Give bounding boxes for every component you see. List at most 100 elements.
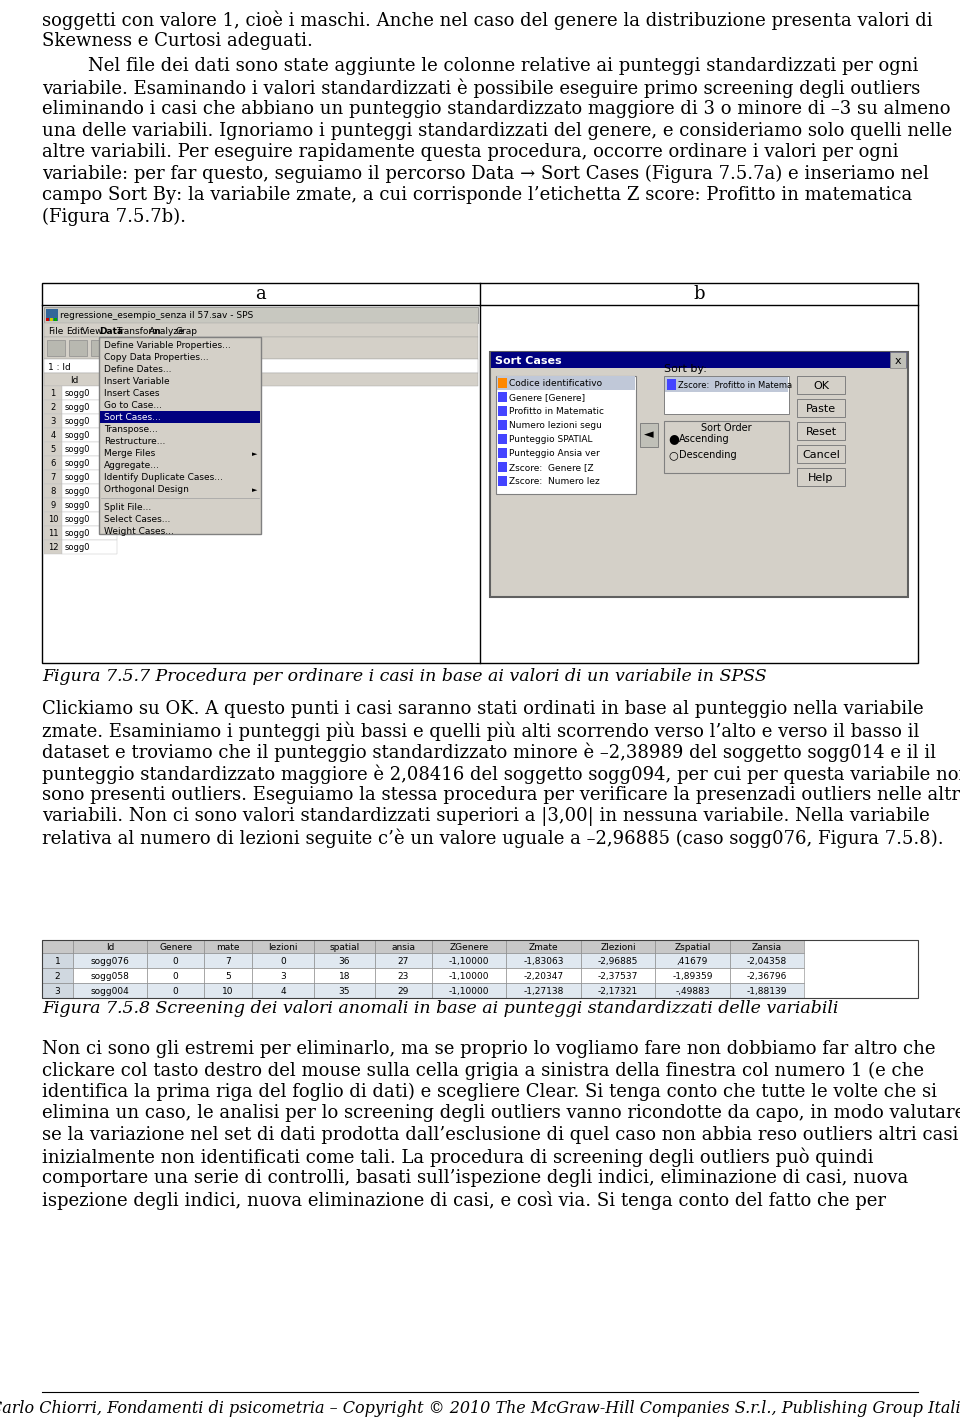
Text: Analyze: Analyze <box>149 327 184 335</box>
Bar <box>62 442 117 456</box>
Bar <box>314 983 374 998</box>
Text: Help: Help <box>808 473 833 483</box>
Bar <box>44 372 478 387</box>
Text: sogg0: sogg0 <box>65 459 90 469</box>
Text: 8: 8 <box>50 487 56 496</box>
Text: -1,27138: -1,27138 <box>523 988 564 996</box>
Bar <box>498 448 507 458</box>
Text: Sort by:: Sort by: <box>664 364 707 374</box>
Text: ►: ► <box>252 487 257 493</box>
Text: Insert Cases: Insert Cases <box>104 389 159 398</box>
Bar <box>490 352 908 597</box>
Bar <box>44 456 62 470</box>
Bar <box>44 526 62 540</box>
Bar <box>581 953 655 968</box>
Text: 10: 10 <box>48 516 59 524</box>
Text: inizialmente non identificati come tali. La procedura di screening degli outlier: inizialmente non identificati come tali.… <box>42 1148 874 1167</box>
Bar <box>498 406 507 416</box>
Text: sogg0: sogg0 <box>65 502 90 510</box>
Text: -2,96885: -2,96885 <box>598 956 638 966</box>
Text: Id: Id <box>106 944 114 952</box>
Bar <box>44 497 62 512</box>
Text: 10: 10 <box>223 988 234 996</box>
Text: ispezione degli indici, nuova eliminazione di casi, e così via. Si tenga conto d: ispezione degli indici, nuova eliminazio… <box>42 1191 886 1209</box>
Bar <box>50 318 53 321</box>
Text: 27: 27 <box>397 956 409 966</box>
Text: Grap: Grap <box>175 327 197 335</box>
Text: spatial: spatial <box>329 944 359 952</box>
Bar <box>730 941 804 953</box>
Text: soggetti con valore 1, cioè i maschi. Anche nel caso del genere la distribuzione: soggetti con valore 1, cioè i maschi. An… <box>42 10 932 30</box>
Bar <box>44 540 62 554</box>
Bar <box>42 283 918 664</box>
Bar <box>374 953 432 968</box>
Text: Insert Variable: Insert Variable <box>104 378 170 387</box>
Bar <box>797 468 845 486</box>
Bar <box>797 445 845 463</box>
Bar <box>432 953 506 968</box>
Text: Numero lezioni segu: Numero lezioni segu <box>509 422 602 431</box>
Text: Zscore:  Numero lez: Zscore: Numero lez <box>509 477 600 486</box>
Bar <box>44 323 478 337</box>
Bar <box>147 983 204 998</box>
Bar <box>42 941 918 998</box>
Text: -1,83063: -1,83063 <box>523 956 564 966</box>
Text: Sort Order: Sort Order <box>701 423 752 433</box>
Text: sogg0: sogg0 <box>65 530 90 539</box>
Bar <box>69 340 87 357</box>
Text: Define Dates...: Define Dates... <box>104 365 172 375</box>
Bar <box>62 497 117 512</box>
Text: Id: Id <box>70 377 78 385</box>
Bar <box>432 983 506 998</box>
Bar <box>252 983 314 998</box>
Bar <box>44 399 62 414</box>
Bar <box>44 512 62 526</box>
Bar <box>44 485 62 497</box>
Bar <box>147 968 204 983</box>
Bar <box>655 968 730 983</box>
Bar <box>498 392 507 402</box>
Text: Zansia: Zansia <box>752 944 782 952</box>
Bar <box>62 414 117 428</box>
Text: Reset: Reset <box>805 426 836 438</box>
Text: 7: 7 <box>50 473 56 483</box>
Text: mate: mate <box>216 944 240 952</box>
Bar <box>62 485 117 497</box>
Text: 6: 6 <box>50 459 56 469</box>
Bar <box>113 340 131 357</box>
Text: sogg0: sogg0 <box>65 418 90 426</box>
Bar <box>47 340 65 357</box>
Bar <box>730 968 804 983</box>
Bar <box>204 953 252 968</box>
Bar <box>581 983 655 998</box>
Bar <box>42 968 73 983</box>
Bar <box>62 456 117 470</box>
Text: -2,37537: -2,37537 <box>598 972 638 980</box>
Text: Go to Case...: Go to Case... <box>104 402 162 411</box>
Text: ○: ○ <box>668 450 678 460</box>
Text: Non ci sono gli estremi per eliminarlo, ma se proprio lo vogliamo fare non dobbi: Non ci sono gli estremi per eliminarlo, … <box>42 1040 935 1059</box>
Text: Zspatial: Zspatial <box>674 944 710 952</box>
Text: 5: 5 <box>50 446 56 455</box>
Bar <box>73 983 147 998</box>
Text: View: View <box>82 327 104 335</box>
Bar <box>54 318 57 321</box>
Text: sogg0: sogg0 <box>65 473 90 483</box>
Text: ZGenere: ZGenere <box>449 944 489 952</box>
Bar <box>498 433 507 443</box>
Bar <box>44 470 62 485</box>
Bar <box>62 540 117 554</box>
Bar <box>665 377 788 392</box>
Text: Zlezioni: Zlezioni <box>600 944 636 952</box>
Bar <box>62 526 117 540</box>
Text: Skewness e Curtosi adeguati.: Skewness e Curtosi adeguati. <box>42 31 313 50</box>
Text: sogg0: sogg0 <box>65 389 90 398</box>
Text: 1: 1 <box>55 956 60 966</box>
Text: File: File <box>48 327 63 335</box>
Bar <box>432 968 506 983</box>
Text: Aggregate...: Aggregate... <box>104 462 160 470</box>
Text: a: a <box>255 286 266 303</box>
Text: Weight Cases...: Weight Cases... <box>104 527 174 536</box>
Text: -1,88139: -1,88139 <box>747 988 787 996</box>
Bar <box>62 470 117 485</box>
